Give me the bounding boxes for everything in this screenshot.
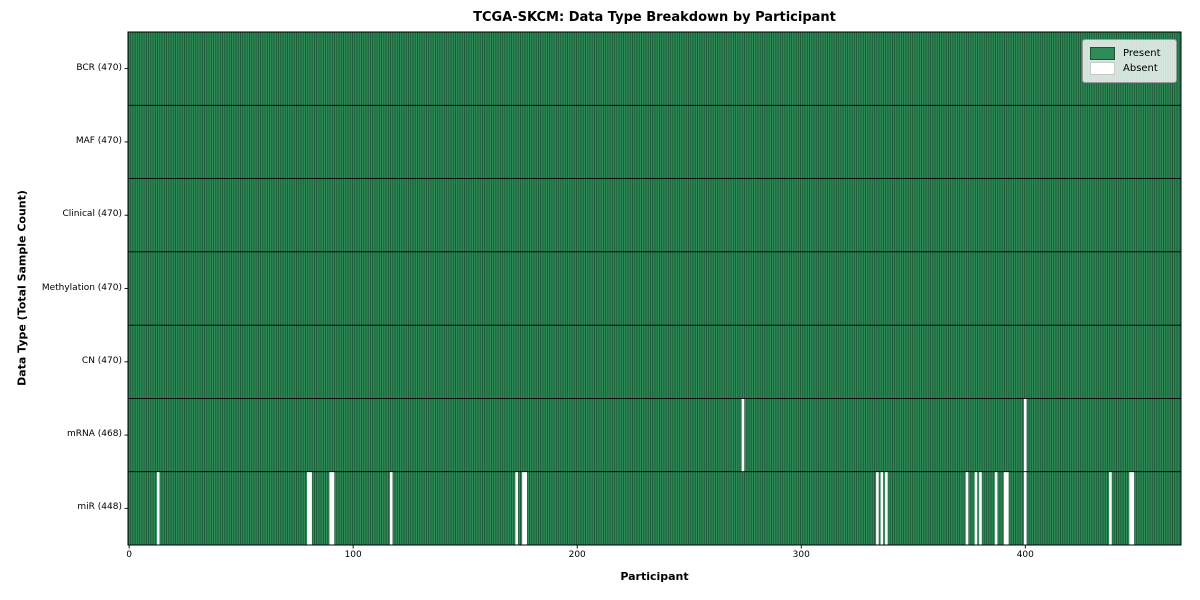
y-tick-label: mRNA (468) [67, 429, 122, 440]
absent-cell [876, 471, 879, 545]
absent-cell [965, 471, 969, 545]
x-axis-title: Participant [620, 570, 689, 583]
y-tick-label: MAF (470) [75, 135, 122, 146]
x-tick-label: 300 [792, 550, 810, 560]
x-tick-label: 100 [344, 550, 362, 560]
legend-item-absent: Absent [1090, 62, 1168, 75]
absent-cell [1131, 471, 1135, 545]
absent-cell [1129, 471, 1132, 545]
absent-cell [1006, 471, 1009, 545]
y-tick-label: miR (448) [77, 502, 122, 513]
absent-cell [1023, 398, 1027, 472]
absent-cell [1003, 471, 1007, 545]
legend: Present Absent [1082, 39, 1177, 83]
y-tick-label: CN (470) [81, 355, 122, 366]
absent-cell [979, 471, 982, 545]
absent-swatch-icon [1090, 62, 1115, 75]
absent-cell [515, 471, 519, 545]
absent-cell [389, 471, 393, 545]
heatmap-cells [128, 32, 1181, 545]
present-swatch-icon [1090, 47, 1115, 60]
chart-title: TCGA-SKCM: Data Type Breakdown by Partic… [473, 10, 836, 25]
y-tick-label: Methylation (470) [41, 282, 122, 293]
absent-cell [994, 471, 998, 545]
absent-cell [522, 471, 525, 545]
absent-cell [741, 398, 745, 472]
absent-cell [885, 471, 888, 545]
x-tick-label: 200 [568, 550, 586, 560]
absent-cell [156, 471, 160, 545]
absent-cell [329, 471, 333, 545]
y-tick-label: BCR (470) [76, 62, 122, 73]
absent-cell [1109, 471, 1112, 545]
absent-cell [331, 471, 335, 545]
absent-cell [974, 471, 978, 545]
x-tick-label: 400 [1016, 550, 1034, 560]
absent-cell [524, 471, 527, 545]
legend-label-absent: Absent [1123, 63, 1158, 74]
y-tick-label: Clinical (470) [62, 209, 122, 220]
absent-cell [309, 471, 312, 545]
legend-label-present: Present [1123, 48, 1161, 59]
absent-cell [1023, 471, 1027, 545]
absent-cell [880, 471, 884, 545]
absent-cell [307, 471, 310, 545]
x-tick-label: 0 [126, 550, 132, 560]
legend-item-present: Present [1090, 47, 1168, 60]
